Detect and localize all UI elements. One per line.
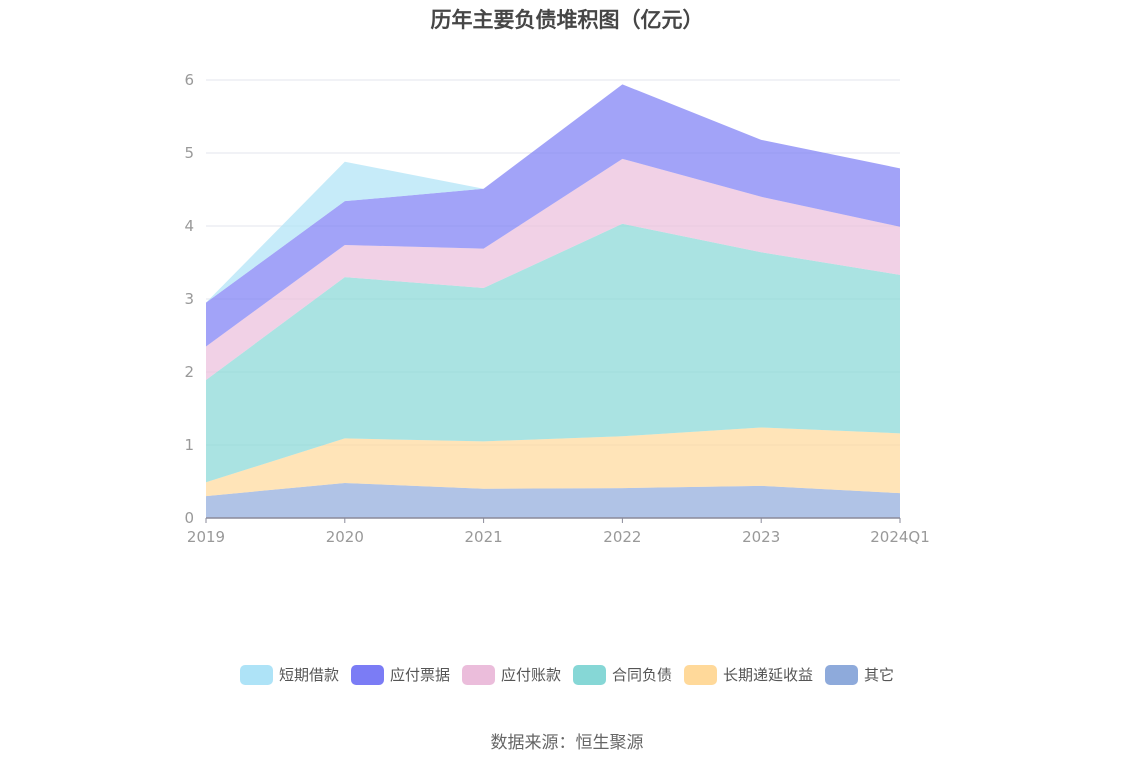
x-tick-label: 2021 xyxy=(465,528,503,546)
data-source-note: 数据来源：恒生聚源 xyxy=(490,733,644,753)
area-短期借款 xyxy=(206,84,900,303)
legend-label: 长期递延收益 xyxy=(723,666,814,684)
area-应付账款 xyxy=(206,158,900,381)
legend-label: 短期借款 xyxy=(278,666,339,684)
legend-swatch xyxy=(461,664,495,685)
chart-title: 历年主要负债堆积图（亿元） xyxy=(430,8,704,32)
y-tick-label: 4 xyxy=(184,217,194,235)
legend-swatch xyxy=(684,664,718,685)
legend-swatch xyxy=(825,664,859,685)
x-tick-label: 2019 xyxy=(187,528,225,546)
legend-item[interactable]: 合同负债 xyxy=(573,664,672,685)
area-合同负债 xyxy=(206,223,900,483)
area-series xyxy=(206,84,900,518)
x-tick-label: 2023 xyxy=(742,528,780,546)
area-长期递延收益 xyxy=(206,427,900,497)
y-tick-label: 3 xyxy=(184,290,194,308)
axes: 0 1 2 3 4 5 6 2019 2020 2021 2022 2023 2024Q1 xyxy=(184,71,929,546)
legend-label: 其它 xyxy=(864,666,895,684)
legend: 短期借款 应付票据 应付账款 合同负债 长期递延收益 其它 xyxy=(0,664,1134,685)
area-应付票据 xyxy=(206,84,900,347)
legend-swatch xyxy=(350,664,384,685)
legend-label: 应付票据 xyxy=(389,666,450,684)
legend-item[interactable]: 短期借款 xyxy=(239,664,339,685)
y-tick-label: 1 xyxy=(184,436,194,454)
legend-item[interactable]: 应付账款 xyxy=(461,664,561,685)
y-tick-label: 6 xyxy=(184,71,194,89)
legend-item[interactable]: 应付票据 xyxy=(350,664,450,685)
area-其它 xyxy=(206,482,900,518)
y-tick-label: 5 xyxy=(184,144,194,162)
legend-item[interactable]: 长期递延收益 xyxy=(684,664,813,685)
y-tick-label: 2 xyxy=(184,363,194,381)
legend-item[interactable]: 其它 xyxy=(825,664,894,685)
legend-label: 合同负债 xyxy=(612,666,673,684)
x-tick-label: 2020 xyxy=(326,528,364,546)
legend-label: 应付账款 xyxy=(500,666,561,684)
legend-swatch xyxy=(573,664,606,685)
x-tick-label: 2024Q1 xyxy=(870,528,930,546)
x-tick-label: 2022 xyxy=(603,528,641,546)
legend-swatch xyxy=(239,664,273,685)
y-tick-label: 0 xyxy=(184,509,194,527)
